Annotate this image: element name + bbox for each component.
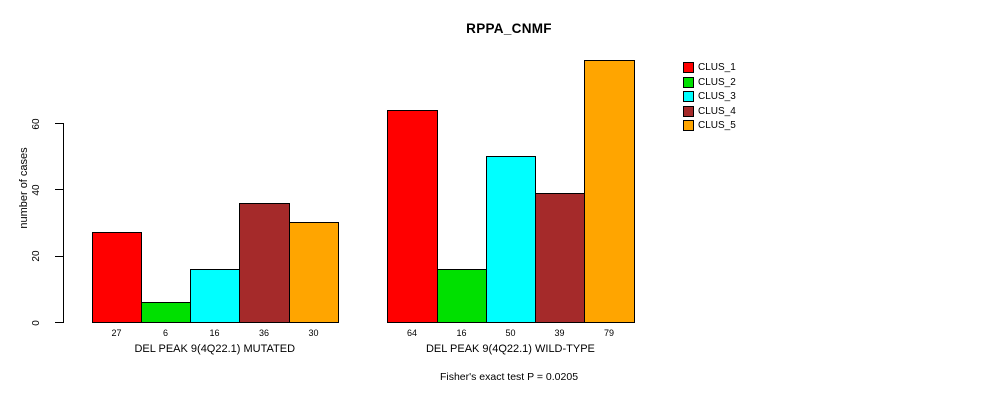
bar-clus_2 [437, 269, 487, 323]
bar-clus_3 [486, 156, 536, 323]
y-axis-line [63, 123, 64, 323]
bar-value-label: 64 [406, 328, 418, 338]
y-axis-tick-label: 60 [31, 117, 42, 130]
bar-clus_3 [190, 269, 240, 323]
y-axis-tick [55, 322, 63, 323]
pvalue-annotation: Fisher's exact test P = 0.0205 [439, 371, 579, 383]
bar-value-label: 16 [209, 328, 220, 338]
y-axis-tick-label: 0 [31, 319, 42, 326]
bar-value-label: 50 [505, 328, 516, 338]
legend-item: CLUS_3 [683, 91, 736, 102]
bar-value-label: 30 [308, 328, 319, 338]
legend-label: CLUS_1 [698, 62, 736, 73]
chart-title: RPPA_CNMF [466, 21, 552, 36]
legend-label: CLUS_3 [698, 91, 736, 102]
legend-swatch [683, 105, 694, 117]
bar-value-label: 16 [456, 328, 467, 338]
y-axis-tick [55, 189, 63, 191]
legend-item: CLUS_2 [683, 76, 736, 88]
bar-clus_4 [535, 193, 585, 323]
legend-label: CLUS_5 [698, 120, 736, 131]
bar-value-label: 36 [258, 328, 270, 338]
bar-clus_2 [141, 302, 191, 323]
y-axis-tick-label: 20 [31, 250, 42, 262]
bar-clus_5 [289, 222, 339, 323]
bar-value-label: 27 [111, 328, 122, 338]
legend-swatch [683, 62, 694, 73]
group-label: DEL PEAK 9(4Q22.1) WILD-TYPE [425, 343, 595, 355]
legend-label: CLUS_4 [698, 105, 736, 117]
legend-swatch [683, 91, 694, 102]
bar-clus_4 [239, 203, 290, 323]
y-axis-tick-label: 40 [31, 184, 42, 196]
bar-clus_1 [387, 110, 438, 323]
legend-item: CLUS_5 [683, 120, 736, 131]
legend-label: CLUS_2 [698, 76, 736, 88]
y-axis-tick [55, 123, 63, 124]
bar-value-label: 6 [162, 328, 169, 338]
legend-swatch [683, 76, 694, 88]
bar-value-label: 79 [603, 328, 615, 338]
bar-clus_5 [584, 60, 635, 323]
legend: CLUS_1 CLUS_2 CLUS_3 CLUS_4 CLUS_5 [683, 62, 736, 131]
legend-swatch [683, 120, 694, 131]
bar-value-label: 39 [554, 328, 565, 338]
legend-item: CLUS_4 [683, 105, 736, 117]
y-axis-tick [55, 255, 63, 257]
bar-clus_1 [92, 232, 142, 323]
group-label: DEL PEAK 9(4Q22.1) MUTATED [134, 343, 296, 355]
legend-item: CLUS_1 [683, 62, 736, 73]
